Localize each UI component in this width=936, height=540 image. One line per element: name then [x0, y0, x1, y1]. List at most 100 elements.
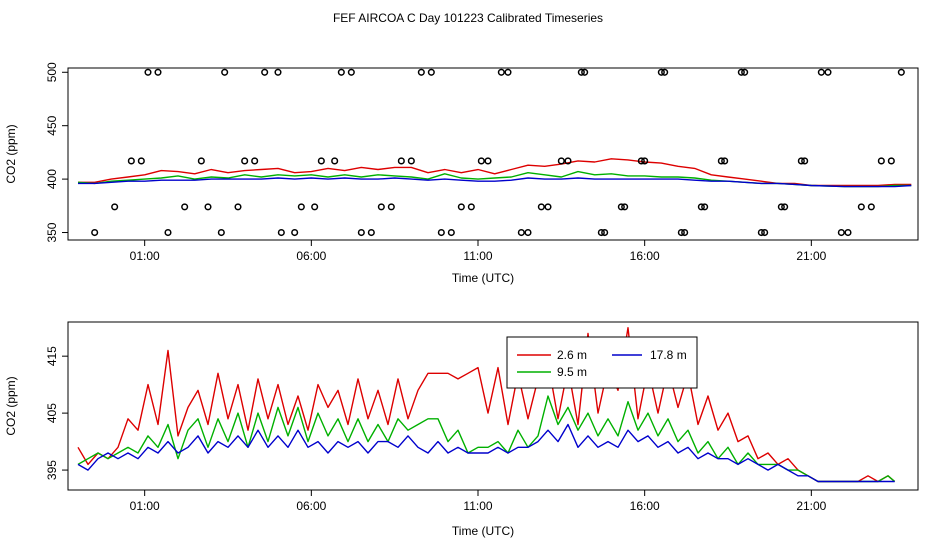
calibration-point — [181, 203, 189, 211]
calibration-point — [601, 228, 609, 237]
x-axis-label: Time (UTC) — [452, 524, 514, 538]
calibration-point — [251, 157, 259, 165]
legend-label-2.6m: 2.6 m — [557, 348, 587, 362]
calibration-point — [204, 203, 212, 211]
calibration-point — [297, 203, 305, 211]
calibration-point — [641, 157, 649, 165]
calibration-point — [221, 68, 229, 76]
calibration-points-layer — [91, 68, 905, 237]
calibration-point — [797, 157, 805, 165]
calibration-point — [357, 228, 365, 237]
calibration-point — [407, 157, 415, 165]
calibration-point — [701, 203, 709, 211]
calibration-point — [337, 68, 345, 76]
calibration-point — [844, 228, 852, 237]
calibration-point — [817, 68, 825, 76]
calibration-point — [681, 228, 689, 237]
calibration-point — [504, 68, 512, 76]
calibration-point — [887, 157, 895, 165]
calibration-point — [137, 157, 145, 165]
calibration-point — [837, 228, 845, 237]
x-tick-label: 16:00 — [630, 499, 660, 513]
calibration-point — [154, 68, 162, 76]
series-layer — [77, 327, 896, 483]
calibration-point — [234, 203, 242, 211]
calibration-point — [417, 68, 425, 76]
y-tick-label: 350 — [45, 222, 59, 242]
calibration-point — [437, 228, 445, 237]
calibration-point — [877, 157, 885, 165]
calibration-point — [677, 228, 685, 237]
calibration-point — [277, 228, 285, 237]
x-tick-label: 01:00 — [130, 499, 160, 513]
panel-top-calibrated: 01:00 06:00 11:00 16:00 21:00 350 400 450 500 Ti… — [4, 62, 919, 285]
calibration-point — [347, 68, 355, 76]
x-tick-label: 21:00 — [796, 249, 826, 263]
legend-label-9.5m: 9.5 m — [557, 365, 587, 379]
calibration-point — [477, 157, 485, 165]
plot-frame — [67, 321, 919, 491]
calibration-point — [127, 157, 135, 165]
calibration-point — [311, 203, 319, 211]
calibration-point — [737, 68, 745, 76]
calibration-point — [897, 68, 905, 76]
calibration-point — [697, 203, 705, 211]
calibration-point — [261, 68, 269, 76]
calibration-point — [537, 203, 545, 211]
x-tick-label: 11:00 — [463, 249, 492, 263]
calibration-point — [164, 228, 172, 237]
legend: 2.6 m 17.8 m 9.5 m — [506, 336, 698, 389]
calibration-point — [274, 68, 282, 76]
y-tick-label: 450 — [45, 115, 59, 135]
calibration-point — [857, 203, 865, 211]
calibration-point — [717, 157, 725, 165]
calibration-point — [241, 157, 249, 165]
calibration-point — [217, 228, 225, 237]
plot-frame — [67, 67, 919, 241]
calibration-point — [91, 228, 99, 237]
calibration-point — [524, 228, 532, 237]
calibration-point — [781, 203, 789, 211]
calibration-point — [377, 203, 385, 211]
calibration-point — [317, 157, 325, 165]
series-line-17.8m — [77, 423, 895, 483]
axes-layer: 01:00 06:00 11:00 16:00 21:00 395 405 415 — [45, 346, 827, 513]
x-tick-label: 16:00 — [630, 249, 660, 263]
x-tick-label: 01:00 — [130, 249, 160, 263]
y-axis-label: CO2 (ppm) — [4, 376, 18, 435]
calibration-point — [581, 68, 589, 76]
x-tick-label: 11:00 — [463, 499, 492, 513]
calibration-point — [597, 228, 605, 237]
calibration-point — [387, 203, 395, 211]
axes-layer: 01:00 06:00 11:00 16:00 21:00 350 400 450 500 — [45, 62, 827, 263]
calibration-point — [331, 157, 339, 165]
calibration-point — [544, 203, 552, 211]
series-line-2.6m — [77, 327, 896, 483]
calibration-point — [447, 228, 455, 237]
calibration-point — [801, 157, 809, 165]
calibration-point — [777, 203, 785, 211]
x-tick-label: 06:00 — [296, 249, 326, 263]
calibration-point — [144, 68, 152, 76]
calibration-point — [577, 68, 585, 76]
calibration-point — [761, 228, 769, 237]
figure-title: FEF AIRCOA C Day 101223 Calibrated Times… — [333, 11, 603, 25]
x-tick-label: 21:00 — [796, 499, 826, 513]
legend-label-17.8m: 17.8 m — [650, 348, 687, 362]
y-tick-label: 405 — [45, 403, 59, 423]
calibration-point — [484, 157, 492, 165]
series-line-17.8m — [78, 177, 912, 188]
series-line-2.6m — [78, 158, 912, 187]
calibration-point — [657, 68, 665, 76]
series-line-9.5m — [77, 395, 896, 483]
calibration-point — [824, 68, 832, 76]
calibration-point — [111, 203, 119, 211]
y-tick-label: 400 — [45, 169, 59, 189]
y-tick-label: 415 — [45, 346, 59, 366]
calibration-point — [621, 203, 629, 211]
calibration-point — [757, 228, 765, 237]
calibration-point — [427, 68, 435, 76]
calibration-point — [397, 157, 405, 165]
legend-box — [506, 336, 698, 389]
